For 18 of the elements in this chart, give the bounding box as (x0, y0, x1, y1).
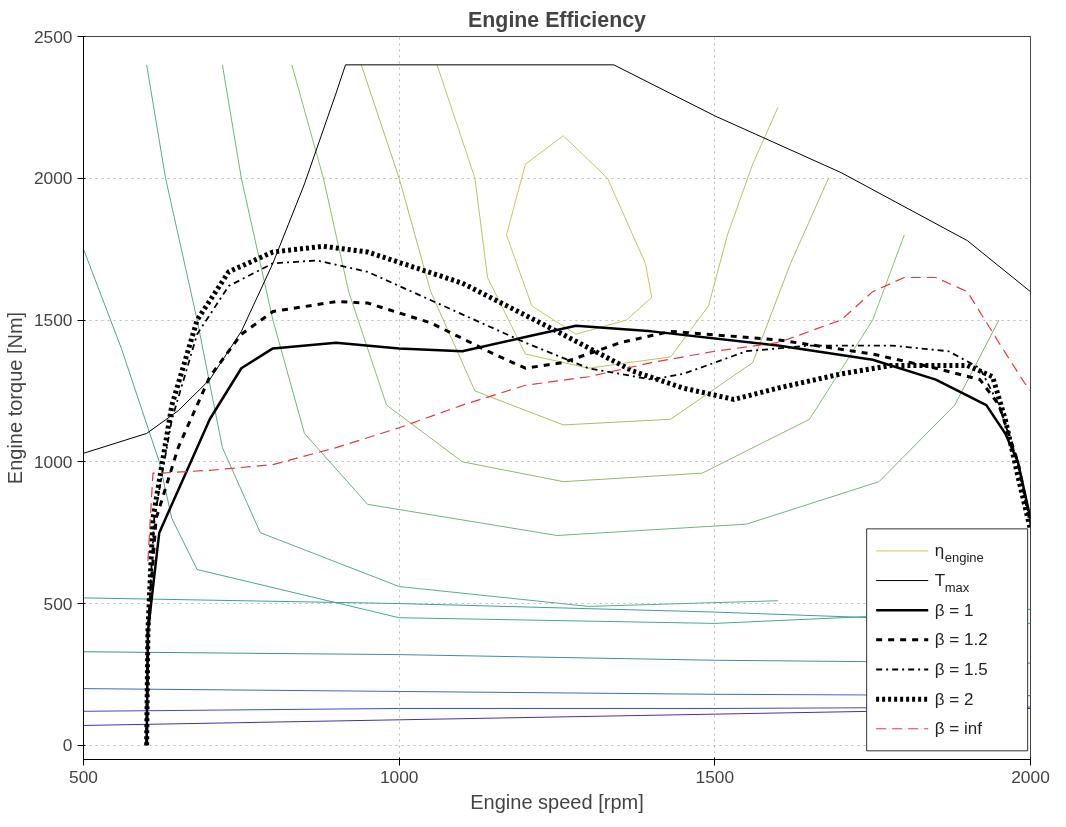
legend-label: β = 1.2 (934, 630, 988, 650)
x-tick-label: 1500 (695, 766, 735, 787)
chart-title: Engine Efficiency (468, 7, 647, 32)
x-tick-label: 1000 (379, 766, 419, 787)
y-tick-label: 1500 (33, 310, 73, 331)
y-tick-label: 1000 (33, 451, 73, 472)
y-tick-label: 500 (43, 593, 73, 614)
x-tick-label: 500 (69, 766, 98, 787)
y-tick-label: 0 (62, 735, 73, 756)
legend-label: β = inf (934, 719, 983, 739)
legend-label: β = 2 (934, 689, 974, 709)
x-tick-label: 2000 (1011, 766, 1050, 787)
legend-label: β = 1.5 (934, 659, 988, 679)
x-axis-title: Engine speed [rpm] (470, 790, 644, 813)
legend-label: β = 1 (934, 600, 974, 620)
y-axis-title: Engine torque [Nm] (3, 311, 26, 485)
y-tick-label: 2500 (33, 26, 73, 47)
y-tick-label: 2000 (33, 168, 73, 189)
